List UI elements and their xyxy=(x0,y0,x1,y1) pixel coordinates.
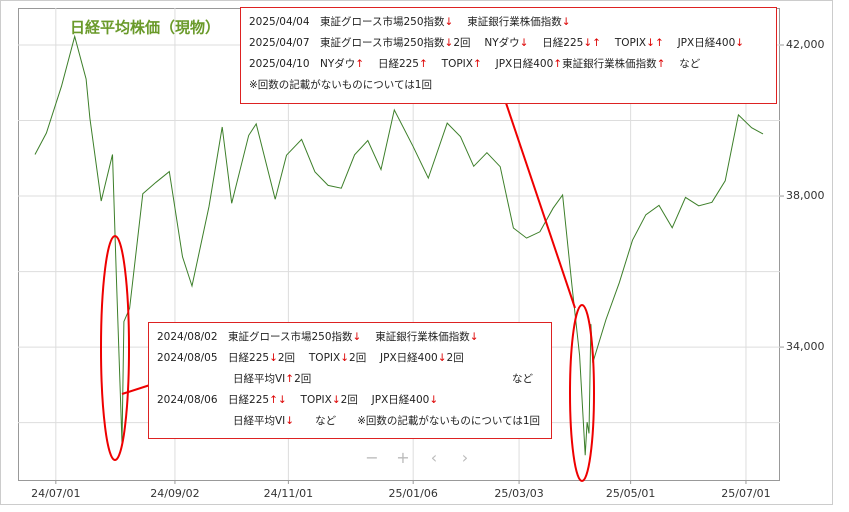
annotation-row: 2025/04/07 東証グロース市場250指数↓2回 NYダウ↓ 日経225↓… xyxy=(249,33,768,54)
annotation-text: 2025/04/10 NYダウ↑ 日経225↑ TOPIX↑ JPX日経400↑… xyxy=(249,58,701,70)
callout-line xyxy=(505,102,576,309)
marks xyxy=(34,34,764,456)
zoom-pan-button[interactable]: › xyxy=(461,448,469,467)
y-tick-label: 42,000 xyxy=(786,38,825,51)
annotation-row: 2024/08/02 東証グロース市場250指数↓ 東証銀行業株価指数↓ xyxy=(157,327,543,348)
x-tick-label: 24/11/01 xyxy=(264,487,313,500)
chart-title: 日経平均株価（現物） xyxy=(70,19,220,37)
annotation-row: ※回数の記載がないものについては1回 xyxy=(249,75,768,96)
annotation-box: 2024/08/02 東証グロース市場250指数↓ 東証銀行業株価指数↓ 2024… xyxy=(148,322,552,439)
annotation-text: 2025/04/07 東証グロース市場250指数↓2回 NYダウ↓ 日経225↓… xyxy=(249,37,745,49)
zoom-pan-button[interactable]: + xyxy=(396,448,410,467)
annotation-text: 2024/08/06 日経225↑↓ TOPIX↓2回 JPX日経400↓ xyxy=(157,394,439,406)
annotation-row: 日経平均VI↓ など ※回数の記載がないものについては1回 xyxy=(157,411,543,432)
x-tick-label: 24/09/02 xyxy=(150,487,199,500)
zoom-pan-button[interactable]: ‹ xyxy=(430,448,438,467)
x-tick-label: 25/03/03 xyxy=(494,487,543,500)
highlight-ellipse xyxy=(569,304,595,482)
x-tick-label: 25/07/01 xyxy=(721,487,770,500)
highlight-ellipse xyxy=(100,235,130,461)
outer-frame xyxy=(0,0,833,505)
annotation-row: 日経平均VI↑2回 など xyxy=(157,369,543,390)
annotation-text: 2025/04/04 東証グロース市場250指数↓ 東証銀行業株価指数↓ xyxy=(249,16,571,28)
annotation-text: 日経平均VI↓ など ※回数の記載がないものについては1回 xyxy=(233,415,541,427)
annotation-row: 2024/08/06 日経225↑↓ TOPIX↓2回 JPX日経400↓ xyxy=(157,390,543,411)
highlights xyxy=(100,102,595,482)
x-tick-label: 25/05/01 xyxy=(606,487,655,500)
annotation-row: 2024/08/05 日経225↓2回 TOPIX↓2回 JPX日経400↓2回 xyxy=(157,348,543,369)
annotation-text: 日経平均VI↑2回 xyxy=(233,373,312,385)
line-series xyxy=(34,34,764,456)
annotation-text: 2024/08/05 日経225↓2回 TOPIX↓2回 JPX日経400↓2回 xyxy=(157,352,464,364)
annotation-row: 2025/04/10 NYダウ↑ 日経225↑ TOPIX↑ JPX日経400↑… xyxy=(249,54,768,75)
annotation-box: 2025/04/04 東証グロース市場250指数↓ 東証銀行業株価指数↓ 2025… xyxy=(240,7,777,104)
annotation-text: ※回数の記載がないものについては1回 xyxy=(249,79,432,91)
callout-line xyxy=(121,384,151,395)
x-tick-label: 25/01/06 xyxy=(388,487,437,500)
x-tick-label: 24/07/01 xyxy=(31,487,80,500)
y-tick-label: 34,000 xyxy=(786,340,825,353)
y-tick-label: 38,000 xyxy=(786,189,825,202)
annotation-row: 2025/04/04 東証グロース市場250指数↓ 東証銀行業株価指数↓ xyxy=(249,12,768,33)
annotation-text: など xyxy=(512,373,533,385)
zoom-pan-button[interactable]: − xyxy=(365,448,379,467)
annotation-text: 2024/08/02 東証グロース市場250指数↓ 東証銀行業株価指数↓ xyxy=(157,331,479,343)
